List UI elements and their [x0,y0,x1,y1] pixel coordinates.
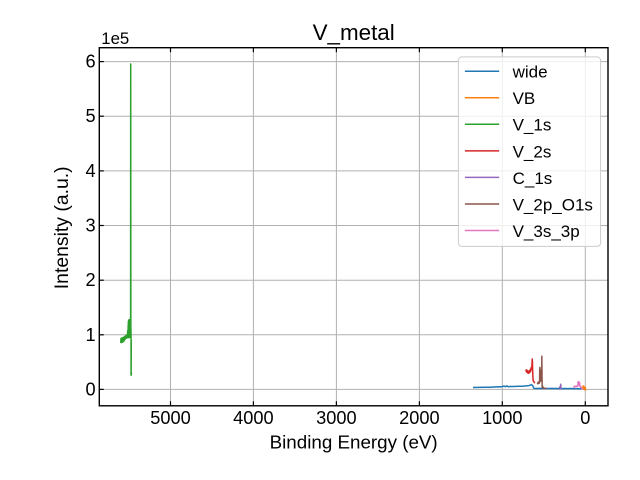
svg-text:V_3s_3p: V_3s_3p [513,222,580,241]
svg-text:3000: 3000 [316,408,356,428]
svg-text:3: 3 [85,216,95,236]
svg-text:V_metal: V_metal [313,20,395,45]
svg-text:1000: 1000 [482,408,522,428]
svg-text:2: 2 [85,270,95,290]
svg-text:wide: wide [512,63,548,82]
svg-text:4: 4 [85,161,95,181]
svg-text:C_1s: C_1s [513,169,553,188]
svg-text:Intensity (a.u.): Intensity (a.u.) [51,166,73,289]
svg-text:2000: 2000 [399,408,439,428]
svg-text:V_1s: V_1s [513,116,552,135]
svg-text:0: 0 [85,379,95,399]
svg-text:V_2s: V_2s [513,142,552,161]
svg-text:4000: 4000 [233,408,273,428]
svg-text:5: 5 [85,106,95,126]
svg-text:VB: VB [513,89,536,108]
svg-text:Binding Energy (eV): Binding Energy (eV) [270,431,438,452]
svg-text:1e5: 1e5 [101,29,129,48]
svg-text:6: 6 [85,52,95,72]
svg-text:V_2p_O1s: V_2p_O1s [513,195,593,214]
svg-text:0: 0 [580,408,590,428]
svg-text:5000: 5000 [150,408,190,428]
svg-text:1: 1 [85,325,95,345]
